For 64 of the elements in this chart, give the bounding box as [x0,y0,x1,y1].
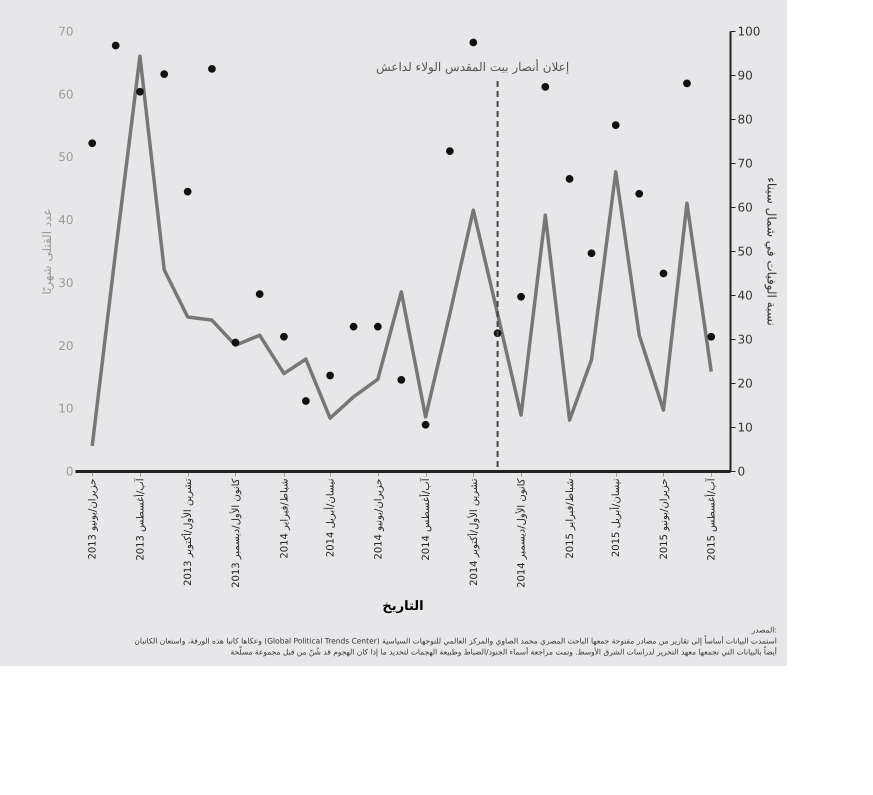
point [326,372,334,380]
y2-tick-label: 90 [738,68,753,82]
point [566,174,574,183]
point [208,64,216,73]
y2-tick-label: 30 [738,332,753,346]
point [446,147,454,155]
y2-tick-label: 10 [738,420,753,434]
line-series [90,54,713,448]
point [422,420,430,429]
point [374,322,382,331]
point [517,292,525,301]
x-axis-title: التاريخ [382,598,424,614]
y-tick-label: 10 [58,402,74,416]
x-tick-label: تشرين الأول/أكتوبر 2014 [466,478,480,586]
y2-tick-label: 80 [738,112,753,126]
y2-tick-label: 60 [738,200,753,214]
point [256,290,264,298]
x-tick-label: حزيران/يونيو 2013 [88,478,99,560]
point [683,79,691,88]
point [635,190,644,198]
point [160,70,168,78]
y2-tick-label: 100 [738,24,760,38]
x-tick-label: حزيران/يونيو 2014 [373,478,384,560]
point [660,270,668,278]
point [588,249,596,258]
point [232,338,240,346]
point [707,332,716,341]
y-tick-label: 50 [58,150,74,164]
point [88,139,96,148]
x-tick-label: تشرين الأول/أكتوبر 2013 [181,478,194,586]
x-tick-label: آب/أغسطس 2014 [419,477,432,561]
x-tick-label: آب/أغسطس 2013 [133,477,146,561]
y-tick-label: 20 [58,338,74,353]
x-tick-label: كانون الأول/ديسمبر 2014 [514,478,528,588]
point [280,332,288,341]
y-axis-title: عدد القتلى شهريًا [40,208,54,295]
y2-axis-title: نسبة الوفيات في شمال سيناء [764,177,778,326]
point [302,397,310,405]
point [112,42,120,50]
ref-line-label: إعلان أنصار بيت المقدس الولاء لداعش [376,59,570,74]
x-tick-label: شباط/فبراير 2015 [565,478,576,559]
y2-tick-label: 70 [738,156,753,170]
y2-tick-label: 20 [738,376,753,390]
y2-tick-label: 0 [738,464,746,478]
x-tick-label: نيسان/أبريل 2015 [609,478,622,558]
y-tick-label: 60 [58,87,74,102]
x-tick-label: حزيران/يونيو 2015 [658,478,670,560]
y2-tick-label: 40 [738,288,753,302]
x-tick-label: شباط/فبراير 2014 [279,478,290,559]
point [350,322,358,331]
y-tick-label: 40 [58,213,74,228]
y-tick-label: 30 [58,276,74,290]
x-tick-label: آب/أغسطس 2015 [704,477,718,561]
point [184,188,192,196]
point [612,121,620,130]
y-tick-label: 70 [58,24,74,38]
x-tick-label: نيسان/أبريل 2014 [324,478,337,558]
point [469,38,478,46]
point [397,376,406,384]
point [136,88,144,96]
y-tick-label: 0 [66,464,74,478]
y2-tick-label: 50 [738,244,753,258]
x-tick-label: كانون الأول/ديسمبر 2013 [228,478,242,588]
point [541,83,550,91]
